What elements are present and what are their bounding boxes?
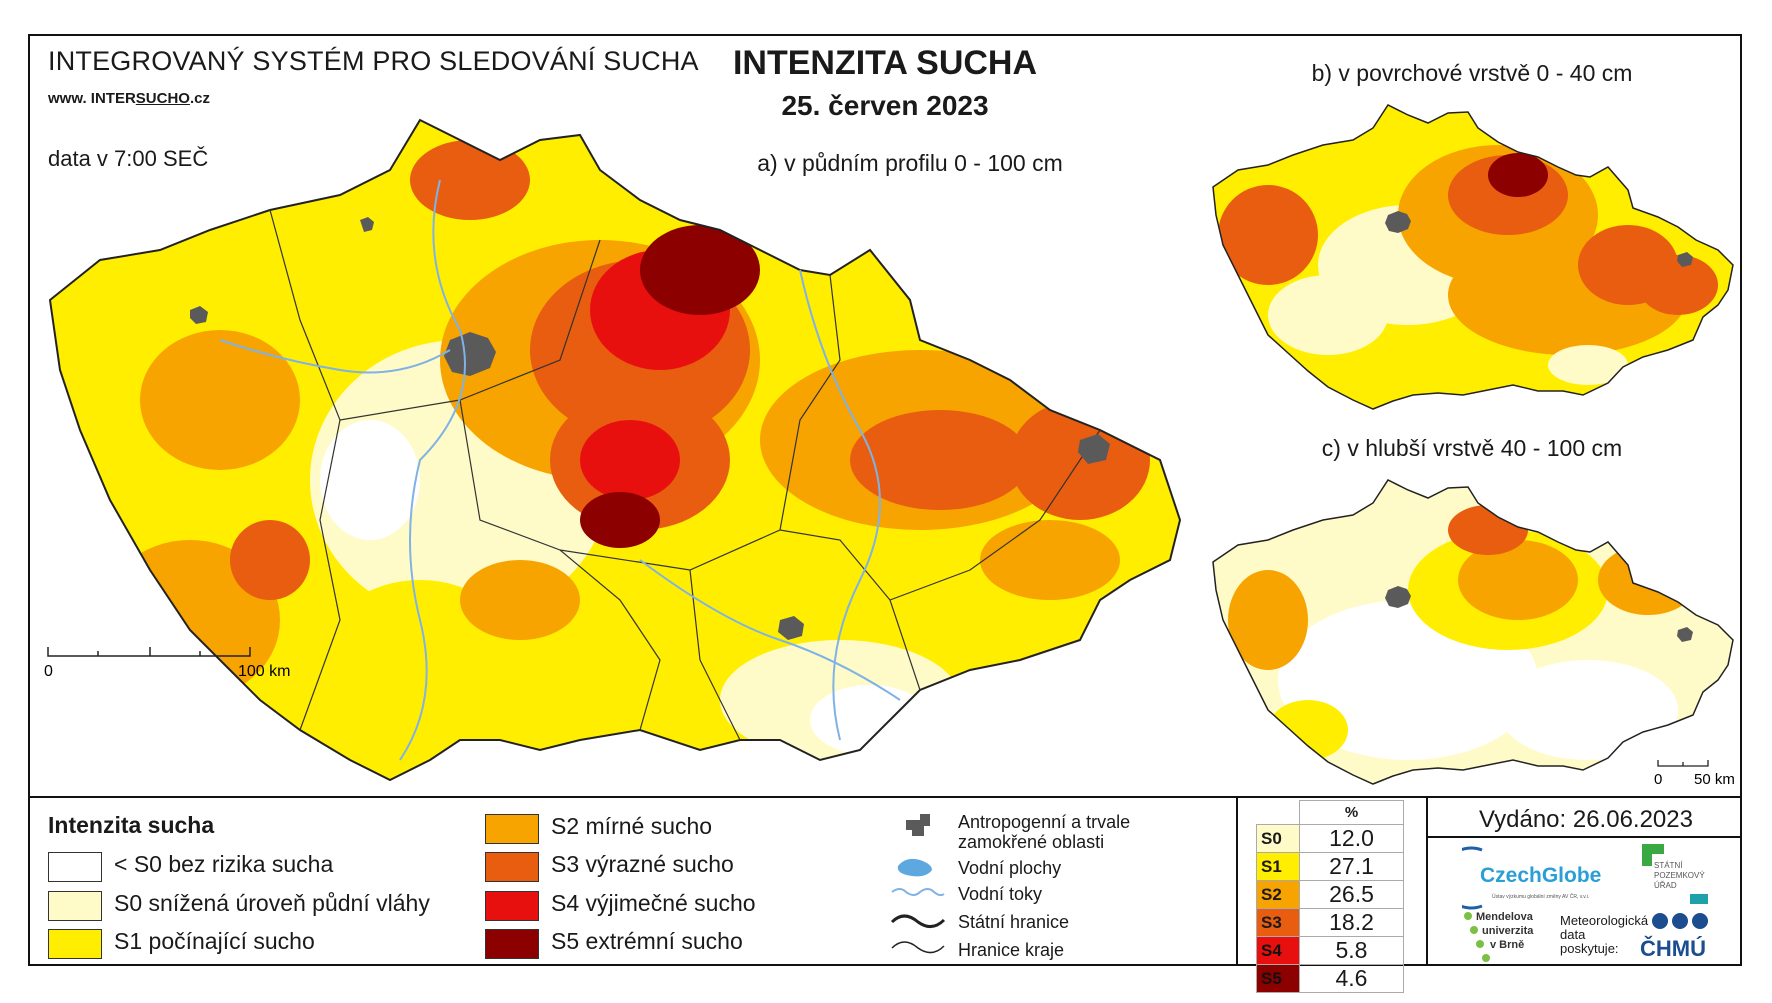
stats-class: S0 [1256, 824, 1300, 853]
divider [1426, 796, 1428, 966]
legend-swatch [48, 929, 102, 959]
scale-bar-main: 0 100 km [44, 647, 290, 680]
legend-label: S4 výjimečné sucho [551, 890, 756, 916]
mendelu-logo: Mendelova univerzita v Brně [1464, 911, 1534, 962]
stats-header: % [1299, 800, 1404, 825]
scale-small-end: 50 km [1694, 771, 1735, 788]
legend-label: S3 výrazné sucho [551, 851, 734, 877]
legend-panel [28, 796, 1742, 968]
divider [1236, 796, 1238, 966]
map-a-label: a) v půdním profilu 0 - 100 cm [757, 150, 1063, 176]
stats-class: S1 [1256, 852, 1300, 881]
spu-logo: STÁTNÍ POZEMKOVÝ ÚŘAD [1642, 844, 1708, 904]
stats-class: S4 [1256, 936, 1300, 965]
legend-label: S1 počínající sucho [114, 928, 315, 954]
stats-row: S4 5.8 [1256, 936, 1404, 965]
mendel-line: univerzita [1482, 925, 1534, 937]
stats-row: S5 4.6 [1256, 964, 1404, 993]
chmu-symbol-icon [1652, 913, 1708, 929]
legend-swatch [48, 852, 102, 882]
built-up-area-icon [906, 814, 930, 836]
legend-label: S2 mírné sucho [551, 813, 713, 839]
stats-value: 27.1 [1299, 852, 1404, 881]
legend-swatch [485, 852, 539, 882]
mendel-line: v Brně [1490, 939, 1524, 951]
stats-row: S3 18.2 [1256, 908, 1404, 937]
stats-class: S5 [1256, 964, 1300, 993]
state-border-icon [890, 914, 946, 928]
legend-swatch [485, 814, 539, 844]
area-stats-table: % S0 12.0 S1 27.1 S2 26.5 S3 18.2 S4 5.8 S5 4.6 [1256, 800, 1404, 993]
river-icon [891, 888, 945, 897]
symbol-label: Vodní plochy [958, 858, 1062, 878]
legend-swatch [48, 891, 102, 921]
symbol-icons [890, 814, 946, 954]
drought-map-deep: 0 50 km [1212, 479, 1735, 788]
region-border-icon [891, 941, 945, 954]
legend-swatch [485, 929, 539, 959]
stats-value: 4.6 [1299, 964, 1404, 993]
map-b-label: b) v povrchové vrstvě 0 - 40 cm [1311, 60, 1633, 86]
issued-date: Vydáno: 26.06.2023 [1479, 806, 1693, 833]
website-link[interactable]: www. INTERSUCHO.cz [48, 90, 210, 107]
legend-label: < S0 bez rizika sucha [114, 851, 334, 877]
legend-label: S0 snížená úroveň půdní vláhy [114, 890, 430, 916]
map-date: 25. červen 2023 [781, 90, 989, 121]
stats-value: 18.2 [1299, 908, 1404, 937]
legend-swatch [485, 891, 539, 921]
czechglobe-text: CzechGlobe [1480, 864, 1601, 887]
data-time: data v 7:00 SEČ [48, 146, 209, 171]
water-body-icon [897, 858, 932, 877]
chmu-logo-text: ČHMÚ [1640, 936, 1706, 961]
spu-line: STÁTNÍ [1654, 861, 1683, 870]
stats-row: S0 12.0 [1256, 824, 1404, 853]
legend-label: S5 extrémní sucho [551, 928, 743, 954]
scale-main-end: 100 km [238, 663, 290, 680]
symbol-label: Státní hranice [958, 912, 1070, 932]
stats-row: S2 26.5 [1256, 880, 1404, 909]
divider [1426, 836, 1742, 838]
mendel-line: Mendelova [1476, 911, 1534, 923]
drought-map-surface [1212, 104, 1734, 410]
symbol-label: Vodní toky [958, 884, 1043, 904]
czechglobe-logo: CzechGlobe Ústav výzkumu globální změny … [1462, 846, 1601, 910]
stats-value: 12.0 [1299, 824, 1404, 853]
symbol-label: Antropogenní a trvale zamokřené oblasti [958, 812, 1131, 852]
system-title: INTEGROVANÝ SYSTÉM PRO SLEDOVÁNÍ SUCHA [48, 46, 699, 76]
stats-value: 5.8 [1299, 936, 1404, 965]
stats-row: S1 27.1 [1256, 852, 1404, 881]
symbol-label: Hranice kraje [958, 940, 1065, 960]
legend-title: Intenzita sucha [48, 812, 215, 838]
spu-line: POZEMKOVÝ [1654, 871, 1705, 880]
map-c-label: c) v hlubší vrstvě 40 - 100 cm [1321, 435, 1623, 461]
stats-class: S2 [1256, 880, 1300, 909]
scale-main-zero: 0 [44, 663, 53, 680]
main-title: INTENZITA SUCHA [732, 44, 1038, 82]
scale-small-zero: 0 [1654, 771, 1662, 788]
spu-line: ÚŘAD [1654, 881, 1677, 890]
czechglobe-subtext: Ústav výzkumu globální změny AV ČR, v.v.… [1492, 893, 1589, 900]
drought-map-main: 0 100 km [44, 118, 1182, 782]
stats-value: 26.5 [1299, 880, 1404, 909]
stats-header-row: % [1257, 800, 1404, 825]
meteo-note: Meteorologická data poskytuje: [1560, 913, 1649, 956]
stats-class: S3 [1256, 908, 1300, 937]
scale-bar-small: 0 50 km [1654, 760, 1735, 788]
